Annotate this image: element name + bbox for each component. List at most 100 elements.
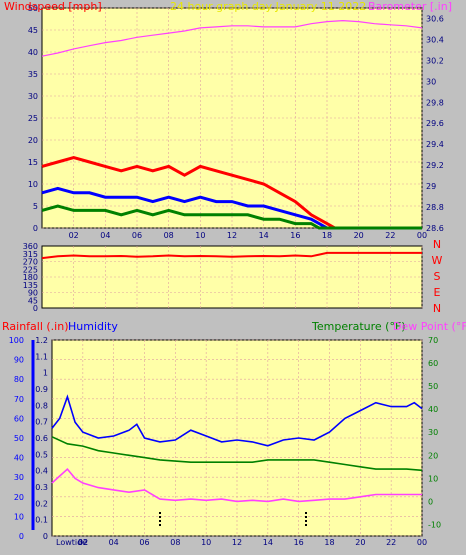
y-tick-label: 30 xyxy=(14,473,24,482)
y-tick-label: 10 xyxy=(428,474,438,483)
y-tick-label: 30 xyxy=(28,92,38,101)
windspeed-axis-title: Windspeed [mph] xyxy=(4,0,102,13)
x-tick-label: 22 xyxy=(385,231,395,240)
rainfall-tick-labels: 0 0.1 0.2 0.3 0.4 0.5 0.6 0.7 0.8 0.9 1 1.1 1.2 xyxy=(35,336,48,541)
y-tick-label: 15 xyxy=(28,158,38,167)
y-tick-label: 0.6 xyxy=(35,434,48,443)
y-tick-label: 45 xyxy=(28,26,38,35)
x-tick-label: 02 xyxy=(69,231,79,240)
y-tick-label: 60 xyxy=(428,359,438,368)
y-tick-label: 29.2 xyxy=(426,161,444,170)
humidity-axis-title: Humidity xyxy=(68,320,118,333)
x-tick-label: 04 xyxy=(100,231,110,240)
compass-label: N xyxy=(433,302,441,315)
y-tick-label: 50 xyxy=(14,434,24,443)
temperature-line xyxy=(51,436,423,472)
y-tick-label: -10 xyxy=(428,520,441,529)
x-tick-label: 12 xyxy=(227,231,237,240)
direction-grid xyxy=(42,246,423,308)
y-tick-label: 29 xyxy=(426,182,436,191)
x-tick-label: 14 xyxy=(263,538,273,547)
x-tick-label: 04 xyxy=(109,538,119,547)
y-tick-label: 1.1 xyxy=(35,352,48,361)
y-tick-label: 0.8 xyxy=(35,401,48,410)
barometer-tick-labels: 28.6 28.8 29 29.2 29.4 29.6 29.8 30 30.2 30.4 30.6 xyxy=(426,14,444,233)
y-tick-label: 0 xyxy=(33,304,38,313)
y-tick-label: 20 xyxy=(14,493,24,502)
y-tick-label: 0.5 xyxy=(35,450,48,459)
barometer-line xyxy=(41,19,423,57)
x-tick-label: 00 xyxy=(417,231,427,240)
y-tick-label: 10 xyxy=(14,512,24,521)
wind-x-tick-labels: 02 04 06 08 10 12 14 16 18 20 22 00 xyxy=(69,231,428,240)
y-tick-label: 30.4 xyxy=(426,35,444,44)
x-tick-label: 10 xyxy=(201,538,211,547)
y-tick-label: 315 xyxy=(23,250,38,259)
y-tick-label: 50 xyxy=(428,382,438,391)
rainfall-axis-title: Rainfall (.in) xyxy=(2,320,69,333)
x-tick-label: 10 xyxy=(195,231,205,240)
y-tick-label: 180 xyxy=(23,273,38,282)
y-tick-label: 0 xyxy=(19,532,24,541)
y-tick-label: 225 xyxy=(23,265,38,274)
y-tick-label: 0 xyxy=(43,532,48,541)
y-tick-label: 90 xyxy=(14,356,24,365)
x-tick-label: 06 xyxy=(132,231,142,240)
y-tick-label: 30 xyxy=(428,428,438,437)
y-tick-label: 80 xyxy=(14,375,24,384)
humidity-grid xyxy=(52,339,423,537)
y-tick-label: 29.8 xyxy=(426,98,444,107)
y-tick-label: 1 xyxy=(43,369,48,378)
y-tick-label: 0 xyxy=(428,497,433,506)
x-tick-label: 00 xyxy=(417,538,427,547)
x-tick-label: 20 xyxy=(354,231,364,240)
x-tick-label: 08 xyxy=(164,231,174,240)
x-tick-label: 16 xyxy=(294,538,304,547)
compass-labels: N W S E N xyxy=(432,238,443,315)
y-tick-label: 1.2 xyxy=(35,336,48,345)
y-tick-label: 0 xyxy=(33,224,38,233)
y-tick-label: 25 xyxy=(28,114,38,123)
y-tick-label: 135 xyxy=(23,281,38,290)
lowtide-label: Lowtide xyxy=(56,538,87,547)
direction-series xyxy=(41,251,422,260)
barometer-axis-title: Barometer [.in] xyxy=(368,0,452,13)
humidity-series xyxy=(51,394,423,503)
y-tick-label: 40 xyxy=(14,454,24,463)
y-tick-label: 30.6 xyxy=(426,14,444,23)
y-tick-label: 29.4 xyxy=(426,140,444,149)
compass-label: N xyxy=(433,238,441,251)
y-tick-label: 70 xyxy=(14,395,24,404)
y-tick-label: 30 xyxy=(426,77,436,86)
wind-y-tick-labels: 0 5 10 15 20 25 30 35 40 45 50 xyxy=(28,4,38,233)
temperature-tick-labels: -10 0 10 20 30 40 50 60 70 xyxy=(428,336,441,529)
compass-label: S xyxy=(434,270,441,283)
wind-series xyxy=(41,19,423,230)
y-tick-label: 20 xyxy=(28,136,38,145)
x-tick-label: 06 xyxy=(139,538,149,547)
humidity-line xyxy=(51,394,423,447)
y-tick-label: 20 xyxy=(428,451,438,460)
y-tick-label: 360 xyxy=(23,242,38,251)
y-tick-label: 0.1 xyxy=(35,516,48,525)
y-tick-label: 90 xyxy=(28,289,38,298)
y-tick-label: 0.7 xyxy=(35,418,48,427)
dew-point-axis-title: Dew Point (°F) xyxy=(393,320,466,333)
y-tick-label: 60 xyxy=(14,414,24,423)
y-tick-label: 28.8 xyxy=(426,203,444,212)
graph-title: 24 hour graph day January 11 2022 xyxy=(170,0,366,13)
y-tick-label: 100 xyxy=(9,336,24,345)
y-tick-label: 0.4 xyxy=(35,467,48,476)
x-tick-label: 12 xyxy=(232,538,242,547)
y-tick-label: 30.2 xyxy=(426,56,444,65)
y-tick-label: 0.9 xyxy=(35,385,48,394)
dew_point-line xyxy=(51,467,422,503)
y-tick-label: 35 xyxy=(28,70,38,79)
y-tick-label: 5 xyxy=(33,202,38,211)
y-tick-label: 270 xyxy=(23,258,38,267)
x-tick-label: 16 xyxy=(290,231,300,240)
